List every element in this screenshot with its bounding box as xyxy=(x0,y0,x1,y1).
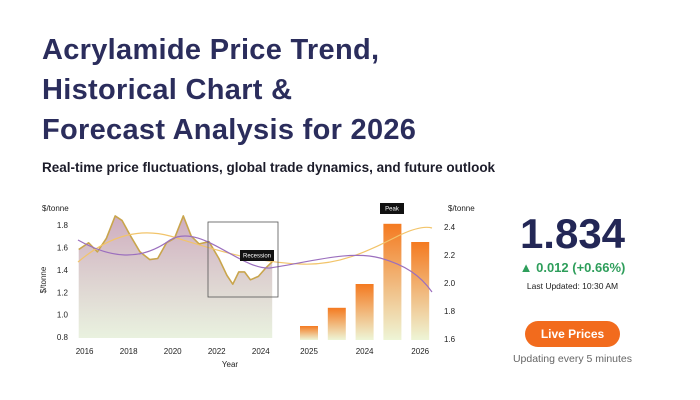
y2-tick-label: 2.4 xyxy=(444,223,456,232)
x-tick-label: 2026 xyxy=(411,347,429,356)
bar xyxy=(411,242,430,340)
y-axis-label: $/tonne xyxy=(42,204,69,213)
x-tick-label: 2020 xyxy=(164,347,182,356)
bar xyxy=(300,326,318,340)
recession-box xyxy=(207,221,279,298)
y-tick-label: 1.2 xyxy=(57,288,69,297)
title-line: Forecast Analysis for 2026 xyxy=(42,114,417,146)
page-title: Acrylamide Price Trend, Historical Chart… xyxy=(42,30,416,150)
price-ticker: 1.834 ▲ 0.012 (+0.66%) Last Updated: 10:… xyxy=(500,210,645,365)
y2-tick-label: 1.6 xyxy=(444,335,456,344)
trend-curve xyxy=(77,235,433,293)
bar xyxy=(355,284,374,340)
x-tick-label: 2024 xyxy=(252,347,270,356)
x-tick-label: 2022 xyxy=(208,347,226,356)
annotation-bg xyxy=(380,203,404,214)
live-prices-button[interactable]: Live Prices xyxy=(524,321,621,347)
title-line: Historical Chart & xyxy=(42,74,293,106)
last-updated: Last Updated: 10:30 AM xyxy=(526,281,619,291)
x-tick-label: 2024 xyxy=(356,347,374,356)
y2-tick-label: 1.8 xyxy=(444,307,456,316)
annotation: Peak xyxy=(385,207,400,213)
y-tick-label: 1.8 xyxy=(57,221,69,230)
x-tick-label: 2018 xyxy=(120,347,138,356)
trend-curve xyxy=(77,226,433,265)
y-tick-label: 1.6 xyxy=(57,244,69,253)
y2-tick-label: 2.0 xyxy=(444,279,456,288)
annotation: Recession xyxy=(243,254,271,260)
price-change: ▲ 0.012 (+0.66%) xyxy=(519,260,626,275)
y2-axis-label: $/tonne xyxy=(448,204,475,213)
y-tick-label: 1.0 xyxy=(57,311,69,320)
bar xyxy=(383,223,402,340)
area-fill xyxy=(78,215,273,338)
x-axis-label: Year xyxy=(222,360,239,369)
y2-tick-label: 2.2 xyxy=(444,251,456,260)
price: 1.834 xyxy=(519,210,626,257)
x-tick-label: 2016 xyxy=(76,347,94,356)
price-line xyxy=(78,215,273,285)
bar xyxy=(327,307,346,340)
x-tick-label: 2025 xyxy=(300,347,318,356)
y-axis-label: $/tonne xyxy=(39,266,48,293)
update-note: Updating every 5 minutes xyxy=(512,353,633,365)
title-line: Acrylamide Price Trend, xyxy=(42,34,380,66)
annotation-bg xyxy=(240,250,274,261)
y-tick-label: 1.4 xyxy=(57,266,69,275)
y-tick-label: 0.8 xyxy=(57,333,69,342)
subtitle: Real-time price fluctuations, global tra… xyxy=(42,160,496,175)
